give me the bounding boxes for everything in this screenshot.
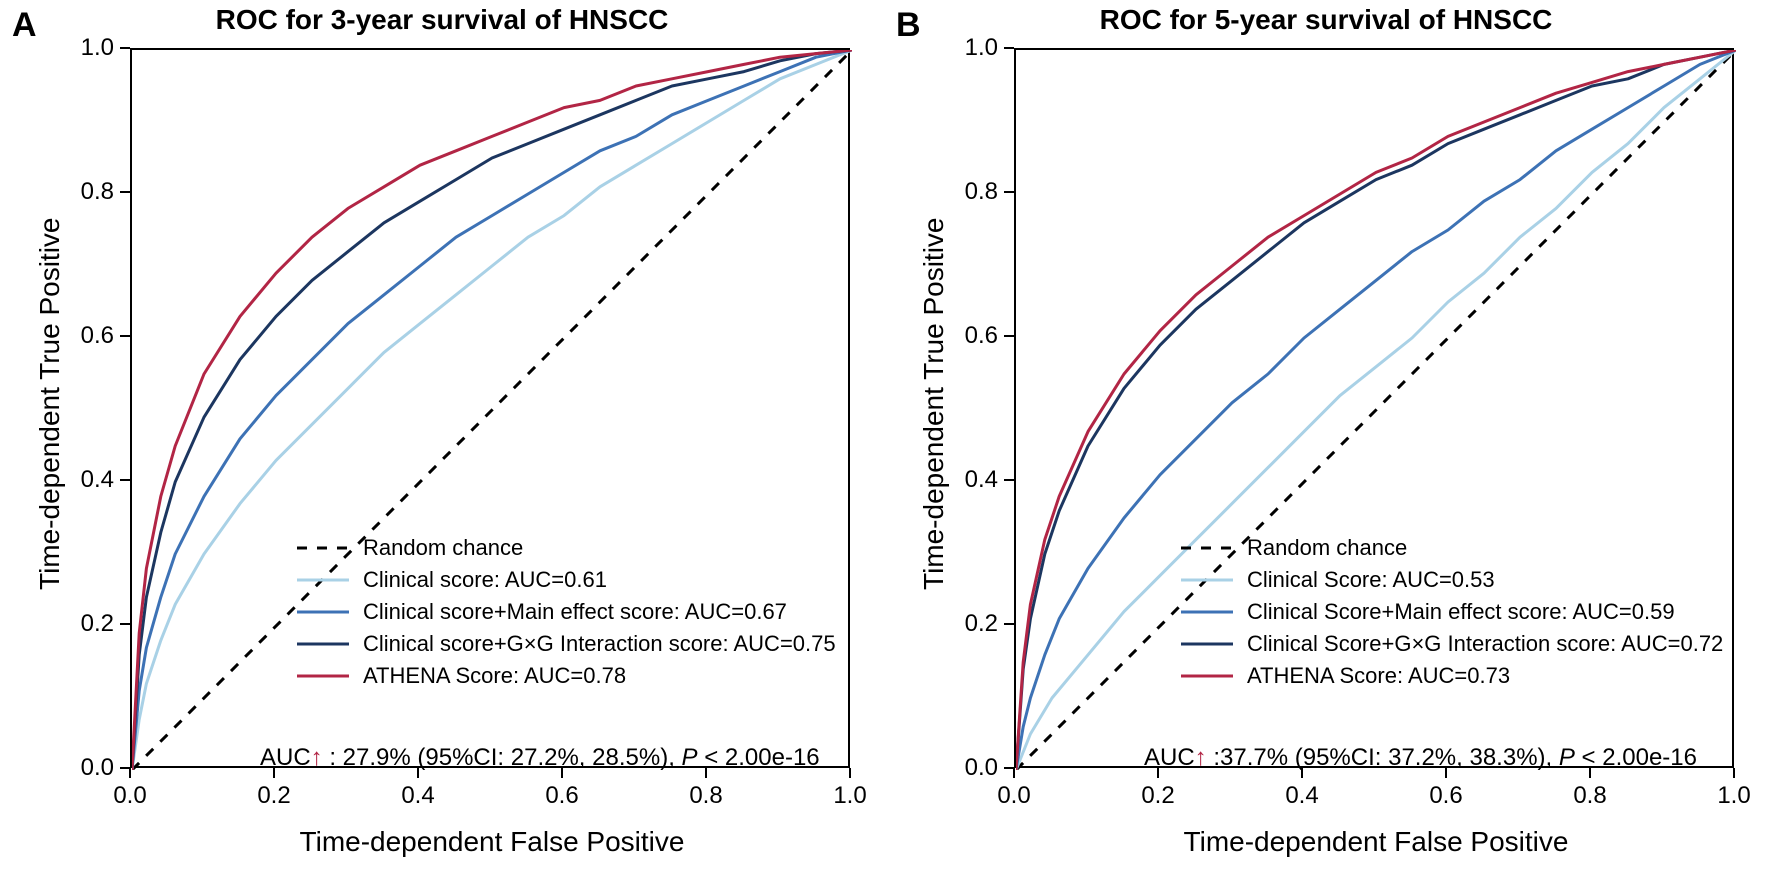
auc-prefix: AUC <box>260 744 311 771</box>
legend-row-clinical_gxg: Clinical score+G×G Interaction score: AU… <box>295 628 836 660</box>
legend-swatch-athena <box>295 666 351 686</box>
legend-row-athena: ATHENA Score: AUC=0.73 <box>1179 660 1723 692</box>
y-tick-label: 0.8 <box>64 178 114 206</box>
arrow-up-icon: ↑ <box>311 744 323 771</box>
y-tick-mark <box>1004 767 1014 769</box>
legend-swatch-clinical <box>295 570 351 590</box>
auc-prefix: AUC <box>1144 744 1195 771</box>
auc-improvement-text: AUC↑ : 27.9% (95%CI: 27.2%, 28.5%), P < … <box>260 744 820 772</box>
legend-row-clinical: Clinical score: AUC=0.61 <box>295 564 836 596</box>
legend-row-random: Random chance <box>295 532 836 564</box>
auc-improvement-text: AUC↑ :37.7% (95%CI: 37.2%, 38.3%), P < 2… <box>1144 744 1697 772</box>
legend-label-athena: ATHENA Score: AUC=0.78 <box>363 663 626 689</box>
legend-label-clinical_gxg: Clinical score+G×G Interaction score: AU… <box>363 631 836 657</box>
x-tick-label: 0.0 <box>113 782 146 810</box>
legend-swatch-clinical_main <box>1179 602 1235 622</box>
x-tick-label: 0.2 <box>1141 782 1174 810</box>
x-tick-label: 0.2 <box>257 782 290 810</box>
legend-label-athena: ATHENA Score: AUC=0.73 <box>1247 663 1510 689</box>
x-tick-mark <box>129 768 131 778</box>
legend-label-clinical_main: Clinical score+Main effect score: AUC=0.… <box>363 599 787 625</box>
y-tick-label: 0.6 <box>948 322 998 350</box>
y-tick-mark <box>120 767 130 769</box>
x-tick-label: 0.4 <box>401 782 434 810</box>
x-tick-label: 1.0 <box>1717 782 1750 810</box>
legend: Random chance Clinical Score: AUC=0.53 Cli… <box>1179 532 1723 692</box>
y-tick-label: 0.0 <box>948 754 998 782</box>
p-text: < 2.00e-16 <box>1575 744 1697 771</box>
y-tick-mark <box>120 623 130 625</box>
y-tick-mark <box>120 479 130 481</box>
x-tick-label: 0.0 <box>997 782 1030 810</box>
x-tick-label: 0.6 <box>545 782 578 810</box>
y-tick-label: 0.2 <box>64 610 114 638</box>
auc-value-text: : 27.9% (95%CI: 27.2%, 28.5%), <box>323 744 682 771</box>
legend-row-clinical_main: Clinical score+Main effect score: AUC=0.… <box>295 596 836 628</box>
legend-label-random: Random chance <box>1247 535 1407 561</box>
legend-swatch-clinical_gxg <box>1179 634 1235 654</box>
y-tick-label: 0.8 <box>948 178 998 206</box>
panel-a-title: ROC for 3-year survival of HNSCC <box>0 4 884 36</box>
panel-b-xlabel: Time-dependent False Positive <box>934 826 1769 858</box>
panel-a-xlabel: Time-dependent False Positive <box>50 826 934 858</box>
x-tick-mark <box>849 768 851 778</box>
x-tick-mark <box>1733 768 1735 778</box>
legend-swatch-clinical <box>1179 570 1235 590</box>
y-tick-mark <box>1004 335 1014 337</box>
y-tick-mark <box>1004 479 1014 481</box>
legend-row-random: Random chance <box>1179 532 1723 564</box>
legend-swatch-clinical_gxg <box>295 634 351 654</box>
legend: Random chance Clinical score: AUC=0.61 Cli… <box>295 532 836 692</box>
y-tick-mark <box>1004 191 1014 193</box>
y-tick-label: 0.4 <box>948 466 998 494</box>
x-tick-label: 0.4 <box>1285 782 1318 810</box>
panel-b-title: ROC for 5-year survival of HNSCC <box>884 4 1768 36</box>
y-tick-mark <box>1004 623 1014 625</box>
legend-swatch-athena <box>1179 666 1235 686</box>
y-tick-label: 0.0 <box>64 754 114 782</box>
p-text: < 2.00e-16 <box>698 744 820 771</box>
legend-row-clinical_main: Clinical Score+Main effect score: AUC=0.… <box>1179 596 1723 628</box>
panel-b-ylabel: Time-dependent True Positive <box>918 218 950 591</box>
p-label: P <box>1559 744 1575 771</box>
legend-swatch-random <box>1179 538 1235 558</box>
arrow-up-icon: ↑ <box>1195 744 1207 771</box>
panel-a-ylabel: Time-dependent True Positive <box>34 218 66 591</box>
y-tick-mark <box>120 47 130 49</box>
x-tick-mark <box>1013 768 1015 778</box>
auc-value-text: :37.7% (95%CI: 37.2%, 38.3%), <box>1207 744 1559 771</box>
panel-b: B ROC for 5-year survival of HNSCC Time-… <box>884 0 1768 874</box>
legend-row-clinical: Clinical Score: AUC=0.53 <box>1179 564 1723 596</box>
legend-label-random: Random chance <box>363 535 523 561</box>
legend-row-athena: ATHENA Score: AUC=0.78 <box>295 660 836 692</box>
p-label: P <box>682 744 698 771</box>
legend-row-clinical_gxg: Clinical Score+G×G Interaction score: AU… <box>1179 628 1723 660</box>
panel-a: A ROC for 3-year survival of HNSCC Time-… <box>0 0 884 874</box>
y-tick-label: 0.6 <box>64 322 114 350</box>
legend-swatch-clinical_main <box>295 602 351 622</box>
x-tick-label: 0.6 <box>1429 782 1462 810</box>
x-tick-label: 1.0 <box>833 782 866 810</box>
y-tick-label: 1.0 <box>948 34 998 62</box>
legend-swatch-random <box>295 538 351 558</box>
x-tick-label: 0.8 <box>1573 782 1606 810</box>
legend-label-clinical_main: Clinical Score+Main effect score: AUC=0.… <box>1247 599 1675 625</box>
y-tick-mark <box>120 335 130 337</box>
y-tick-mark <box>1004 47 1014 49</box>
y-tick-mark <box>120 191 130 193</box>
y-tick-label: 1.0 <box>64 34 114 62</box>
x-tick-label: 0.8 <box>689 782 722 810</box>
legend-label-clinical_gxg: Clinical Score+G×G Interaction score: AU… <box>1247 631 1723 657</box>
legend-label-clinical: Clinical score: AUC=0.61 <box>363 567 607 593</box>
y-tick-label: 0.2 <box>948 610 998 638</box>
legend-label-clinical: Clinical Score: AUC=0.53 <box>1247 567 1495 593</box>
y-tick-label: 0.4 <box>64 466 114 494</box>
